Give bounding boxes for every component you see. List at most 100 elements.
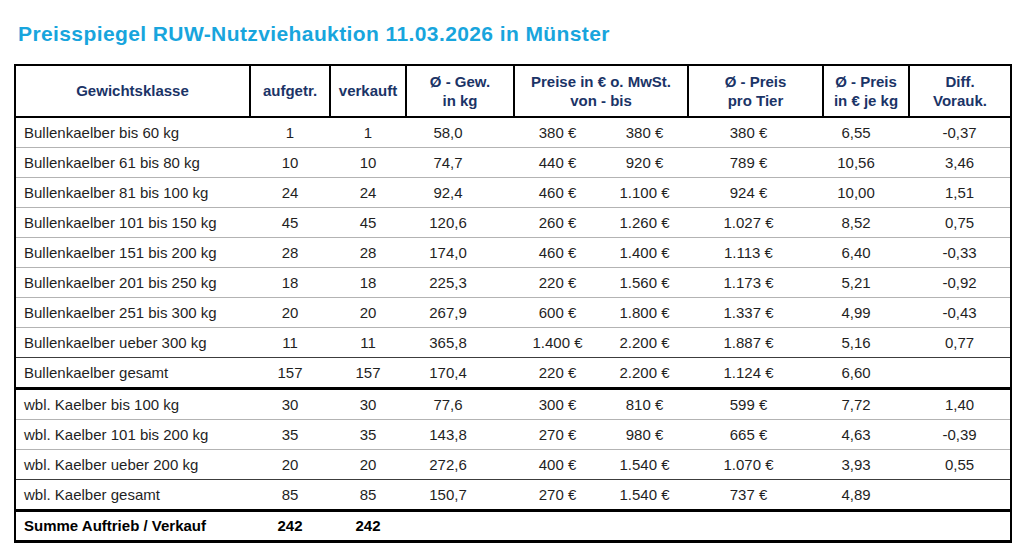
cell-preis-bis: 1.100 € [601, 179, 688, 207]
cell-preis-bis: 2.200 € [601, 359, 688, 387]
cell-verkauft: 20 [330, 450, 406, 480]
table-row: Bullenkaelber gesamt 157 157 170,4 220 €… [15, 358, 1011, 389]
cell-verkauft: 24 [330, 178, 406, 208]
cell-gewicht: 272,6 [406, 450, 514, 480]
col-header-gew: Ø - Gew. in kg [406, 65, 514, 117]
table-row: Summe Auftrieb / Verkauf 242 242 [15, 511, 1011, 542]
cell-preis-je-kg: 10,56 [823, 148, 909, 178]
col-header-label: Gewichtsklasse [18, 81, 247, 101]
cell-diff-vorauktion [909, 511, 1011, 542]
col-header-label-line2: in € je kg [826, 91, 906, 111]
cell-preis-von: 220 € [514, 359, 601, 387]
cell-preis-von: 400 € [514, 451, 601, 479]
cell-preis-pro-tier [688, 511, 823, 542]
cell-preisspanne: 380 €380 € [514, 117, 688, 148]
cell-aufgetrieben: 11 [250, 328, 330, 358]
cell-preis-je-kg: 4,99 [823, 298, 909, 328]
cell-gewichtsklasse: Bullenkaelber 101 bis 150 kg [15, 208, 250, 238]
cell-gewicht: 74,7 [406, 148, 514, 178]
cell-gewichtsklasse: wbl. Kaelber ueber 200 kg [15, 450, 250, 480]
cell-gewichtsklasse: Bullenkaelber 81 bis 100 kg [15, 178, 250, 208]
header-row: Gewichtsklasse aufgetr. verkauft Ø - Gew… [15, 65, 1011, 117]
cell-aufgetrieben: 30 [250, 389, 330, 420]
cell-preis-von: 270 € [514, 481, 601, 509]
col-header-label: aufgetr. [253, 81, 327, 101]
cell-diff-vorauktion: 1,51 [909, 178, 1011, 208]
cell-preis-von: 380 € [514, 119, 601, 147]
price-report-page: Preisspiegel RUW-Nutzviehauktion 11.03.2… [0, 0, 1024, 546]
table-row: Bullenkaelber 81 bis 100 kg 24 24 92,4 4… [15, 178, 1011, 208]
cell-verkauft: 1 [330, 117, 406, 148]
cell-diff-vorauktion [909, 480, 1011, 511]
col-header-label-line2: in kg [409, 91, 511, 111]
cell-preis-von: 600 € [514, 299, 601, 327]
table-row: wbl. Kaelber ueber 200 kg 20 20 272,6 40… [15, 450, 1011, 480]
cell-preis-bis: 980 € [601, 421, 688, 449]
cell-preisspanne: 270 €980 € [514, 420, 688, 450]
cell-aufgetrieben: 24 [250, 178, 330, 208]
cell-verkauft: 30 [330, 389, 406, 420]
cell-preis-von: 1.400 € [514, 329, 601, 357]
cell-verkauft: 157 [330, 358, 406, 389]
page-title: Preisspiegel RUW-Nutzviehauktion 11.03.2… [18, 22, 610, 46]
cell-gewicht: 120,6 [406, 208, 514, 238]
cell-preisspanne: 300 €810 € [514, 389, 688, 420]
cell-diff-vorauktion [909, 358, 1011, 389]
cell-gewicht: 225,3 [406, 268, 514, 298]
price-table: Gewichtsklasse aufgetr. verkauft Ø - Gew… [14, 64, 1012, 543]
table-row: Bullenkaelber 101 bis 150 kg 45 45 120,6… [15, 208, 1011, 238]
col-header-gewichtsklasse: Gewichtsklasse [15, 65, 250, 117]
table-row: wbl. Kaelber bis 100 kg 30 30 77,6 300 €… [15, 389, 1011, 420]
cell-preis-pro-tier: 1.113 € [688, 238, 823, 268]
cell-preis-bis: 1.560 € [601, 269, 688, 297]
cell-gewichtsklasse: Bullenkaelber 61 bis 80 kg [15, 148, 250, 178]
cell-preis-je-kg: 8,52 [823, 208, 909, 238]
col-header-label-line1: Ø - Gew. [409, 72, 511, 92]
cell-preis-von: 460 € [514, 179, 601, 207]
cell-preis-je-kg: 5,21 [823, 268, 909, 298]
cell-gewichtsklasse: Bullenkaelber ueber 300 kg [15, 328, 250, 358]
cell-diff-vorauktion: 0,55 [909, 450, 1011, 480]
col-header-label-line1: Diff. [912, 72, 1008, 92]
cell-preisspanne: 440 €920 € [514, 148, 688, 178]
col-header-label-line2: Vorauk. [912, 91, 1008, 111]
cell-preis-bis: 920 € [601, 149, 688, 177]
cell-preis-pro-tier: 1.337 € [688, 298, 823, 328]
col-header-label-line1: Ø - Preis [691, 72, 820, 92]
cell-gewichtsklasse: Bullenkaelber 201 bis 250 kg [15, 268, 250, 298]
cell-gewichtsklasse: Summe Auftrieb / Verkauf [15, 511, 250, 542]
cell-preis-bis: 380 € [601, 119, 688, 147]
cell-gewichtsklasse: wbl. Kaelber gesamt [15, 480, 250, 511]
cell-aufgetrieben: 35 [250, 420, 330, 450]
cell-diff-vorauktion: -0,39 [909, 420, 1011, 450]
cell-preis-von: 460 € [514, 239, 601, 267]
cell-aufgetrieben: 242 [250, 511, 330, 542]
cell-verkauft: 85 [330, 480, 406, 511]
cell-preis-je-kg: 7,72 [823, 389, 909, 420]
cell-gewicht: 174,0 [406, 238, 514, 268]
cell-aufgetrieben: 18 [250, 268, 330, 298]
cell-preisspanne: 400 €1.540 € [514, 450, 688, 480]
cell-aufgetrieben: 85 [250, 480, 330, 511]
cell-verkauft: 28 [330, 238, 406, 268]
cell-preisspanne: 220 €1.560 € [514, 268, 688, 298]
cell-gewichtsklasse: Bullenkaelber 151 bis 200 kg [15, 238, 250, 268]
cell-preis-pro-tier: 599 € [688, 389, 823, 420]
cell-gewicht: 143,8 [406, 420, 514, 450]
cell-preis-bis: 1.540 € [601, 451, 688, 479]
cell-gewichtsklasse: Bullenkaelber bis 60 kg [15, 117, 250, 148]
cell-preis-bis: 1.400 € [601, 239, 688, 267]
cell-preis-von: 270 € [514, 421, 601, 449]
cell-preis-pro-tier: 789 € [688, 148, 823, 178]
cell-aufgetrieben: 28 [250, 238, 330, 268]
cell-aufgetrieben: 45 [250, 208, 330, 238]
cell-verkauft: 11 [330, 328, 406, 358]
cell-preis-je-kg: 4,89 [823, 480, 909, 511]
cell-gewicht: 58,0 [406, 117, 514, 148]
cell-preis-von: 260 € [514, 209, 601, 237]
cell-preis-pro-tier: 665 € [688, 420, 823, 450]
cell-preis-je-kg [823, 511, 909, 542]
cell-preisspanne: 460 €1.400 € [514, 238, 688, 268]
cell-preis-pro-tier: 1.070 € [688, 450, 823, 480]
cell-preis-pro-tier: 380 € [688, 117, 823, 148]
